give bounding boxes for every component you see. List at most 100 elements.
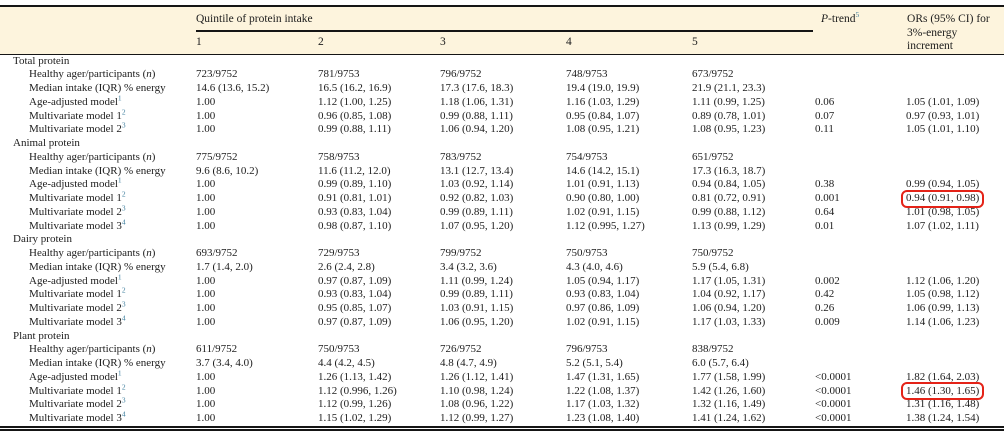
label-text: Multivariate model 3 [29, 219, 122, 232]
row-label: Healthy ager/participants (n) [0, 68, 196, 82]
row-label: Age-adjusted model1 [0, 175, 196, 192]
quintile-2-cell: 758/9753 [318, 150, 360, 163]
label-text: n [146, 247, 152, 259]
label-text: ) [151, 343, 156, 356]
quintile-2-cell: 781/9753 [318, 68, 360, 81]
table-row: Age-adjusted model1 1.00 0.99 (0.89, 1.10)… [0, 175, 1004, 192]
footnote-ref[interactable]: 2 [121, 381, 126, 391]
quintile-5-cell: 0.89 (0.78, 1.01) [692, 109, 766, 122]
footnote-ref[interactable]: 4 [121, 409, 126, 419]
footnote-ref[interactable]: 4 [121, 313, 126, 323]
quintile-1-cell: 1.00 [196, 178, 216, 191]
footnote-ref[interactable]: 5 [855, 10, 860, 20]
label-text: Median intake (IQR) % energy [29, 357, 166, 369]
quintile-3-cell: 1.06 (0.95, 1.20) [440, 315, 514, 328]
quintile-1-cell: 1.7 (1.4, 2.0) [196, 260, 253, 273]
ptrend-cell [813, 343, 899, 357]
quintile-2-cell: 0.96 (0.85, 1.08) [318, 109, 392, 122]
footnote-ref[interactable]: 1 [117, 271, 122, 281]
label-text: Multivariate model 2 [29, 302, 122, 314]
footnote-ref[interactable]: 2 [121, 285, 126, 295]
quintile-5-cell: 0.99 (0.88, 1.12) [692, 205, 766, 218]
table-row: Multivariate model 12 1.00 0.96 (0.85, 1.0… [0, 106, 1004, 124]
quintile-3-cell: 0.99 (0.89, 1.11) [440, 205, 513, 218]
table-row: Healthy ager/participants (n) 611/9752 750… [0, 343, 1004, 357]
quintile-5-cell: 5.9 (5.4, 6.8) [692, 260, 749, 273]
quintile-1-cell: 1.00 [196, 384, 216, 397]
ptrend-cell [813, 151, 899, 165]
footnote-ref[interactable]: 1 [117, 368, 122, 378]
footnote-ref[interactable]: 3 [121, 299, 126, 309]
footnote-ref[interactable]: 1 [117, 175, 122, 185]
protein-quintile-table: Quintile of protein intake P-trend5 ORs … [0, 4, 1004, 431]
quintile-4-cell: 1.02 (0.91, 1.15) [566, 315, 640, 328]
ptrend-cell [813, 261, 899, 275]
label-text: Median intake (IQR) % energy [29, 164, 166, 177]
quintile-1-cell: 775/9752 [196, 150, 238, 163]
label-text: P [821, 13, 829, 25]
quintile-3-cell: 783/9752 [440, 150, 482, 163]
quintile-4-cell: 1.12 (0.995, 1.27) [566, 219, 645, 232]
or-cell: 1.46 (1.30, 1.65) [899, 382, 1004, 400]
quintile-2-cell: 0.93 (0.83, 1.04) [318, 288, 392, 301]
label-text: ) [151, 68, 156, 81]
footnote-ref[interactable]: 4 [121, 216, 126, 226]
quintile-3-cell: 0.99 (0.88, 1.11) [440, 109, 513, 122]
row-label: Median intake (IQR) % energy [0, 261, 196, 275]
label-text: Multivariate model 1 [29, 384, 122, 397]
ptrend-cell: 0.002 [815, 274, 840, 287]
table-header: Quintile of protein intake P-trend5 ORs … [0, 4, 1004, 54]
quintile-2-header: 2 [318, 31, 440, 54]
footnote-ref[interactable]: 1 [117, 93, 122, 103]
label-text: n [146, 68, 152, 81]
table-row: Multivariate model 34 1.00 1.15 (1.02, 1.2… [0, 409, 1004, 431]
label-text: Multivariate model 1 [29, 192, 122, 204]
ptrend-cell: 0.06 [815, 95, 835, 108]
quintile-3-cell: 4.8 (4.7, 4.9) [440, 357, 497, 369]
quintile-4-cell: 1.16 (1.03, 1.29) [566, 95, 640, 108]
footnote-ref[interactable]: 3 [121, 395, 126, 405]
footnote-ref[interactable]: 3 [121, 203, 126, 213]
label-text: Median intake (IQR) % energy [29, 82, 166, 94]
quintile-2-cell: 0.97 (0.87, 1.09) [318, 274, 392, 287]
quintile-group-header: Quintile of protein intake [196, 4, 814, 33]
quintile-4-cell: 1.17 (1.03, 1.32) [566, 398, 640, 411]
quintile-1-cell: 1.00 [196, 205, 216, 218]
or-cell: 1.38 (1.24, 1.54) [899, 412, 1004, 431]
quintile-1-cell: 1.00 [196, 123, 216, 136]
footnote-ref[interactable]: 3 [121, 120, 126, 130]
footnote-ref[interactable]: 2 [121, 106, 126, 116]
ptrend-cell [813, 82, 899, 96]
ptrend-cell: 0.11 [815, 123, 834, 136]
quintile-1-cell: 1.00 [196, 109, 216, 122]
quintile-3-cell: 1.06 (0.94, 1.20) [440, 123, 514, 136]
ptrend-cell: 0.07 [815, 109, 835, 122]
quintile-1-cell: 1.00 [196, 370, 216, 383]
quintile-3-cell: 1.26 (1.12, 1.41) [440, 370, 514, 383]
row-label: Multivariate model 23 [0, 120, 196, 137]
quintile-4-cell: 1.05 (0.94, 1.17) [566, 274, 640, 287]
corner-cell [0, 4, 196, 32]
table-row: Median intake (IQR) % energy 3.7 (3.4, 4.… [0, 357, 1004, 371]
quintile-4-cell: 4.3 (4.0, 4.6) [566, 260, 623, 273]
quintile-5-cell: 750/9752 [692, 247, 734, 259]
ptrend-cell: <0.0001 [813, 412, 900, 431]
table-row: Multivariate model 23 1.00 1.12 (0.99, 1.2… [0, 395, 1004, 412]
section-title: Plant protein [13, 329, 70, 342]
quintile-4-cell: 1.01 (0.91, 1.13) [566, 178, 640, 191]
quintile-1-cell: 723/9752 [196, 68, 238, 81]
quintile-2-cell: 0.98 (0.87, 1.10) [318, 219, 392, 232]
table-row: Multivariate model 12 1.00 0.93 (0.83, 1.0… [0, 285, 1004, 302]
label-text: Age-adjusted model [29, 178, 118, 191]
or-cell: 0.97 (0.93, 1.01) [906, 109, 980, 122]
footnote-ref[interactable]: 2 [121, 189, 126, 199]
label-text: Healthy ager/participants ( [29, 343, 147, 356]
or-cell [899, 247, 1004, 261]
table-body: Total protein Healthy ager/participants (… [0, 53, 1004, 431]
or-cell: 1.07 (1.02, 1.11) [906, 219, 979, 232]
section-title: Animal protein [13, 137, 80, 149]
ptrend-header: P-trend5 [813, 5, 900, 54]
quintile-1-header: 1 [196, 31, 318, 54]
quintile-4-cell: 0.97 (0.86, 1.09) [566, 302, 640, 314]
quintile-5-cell: 1.77 (1.58, 1.99) [692, 370, 766, 383]
